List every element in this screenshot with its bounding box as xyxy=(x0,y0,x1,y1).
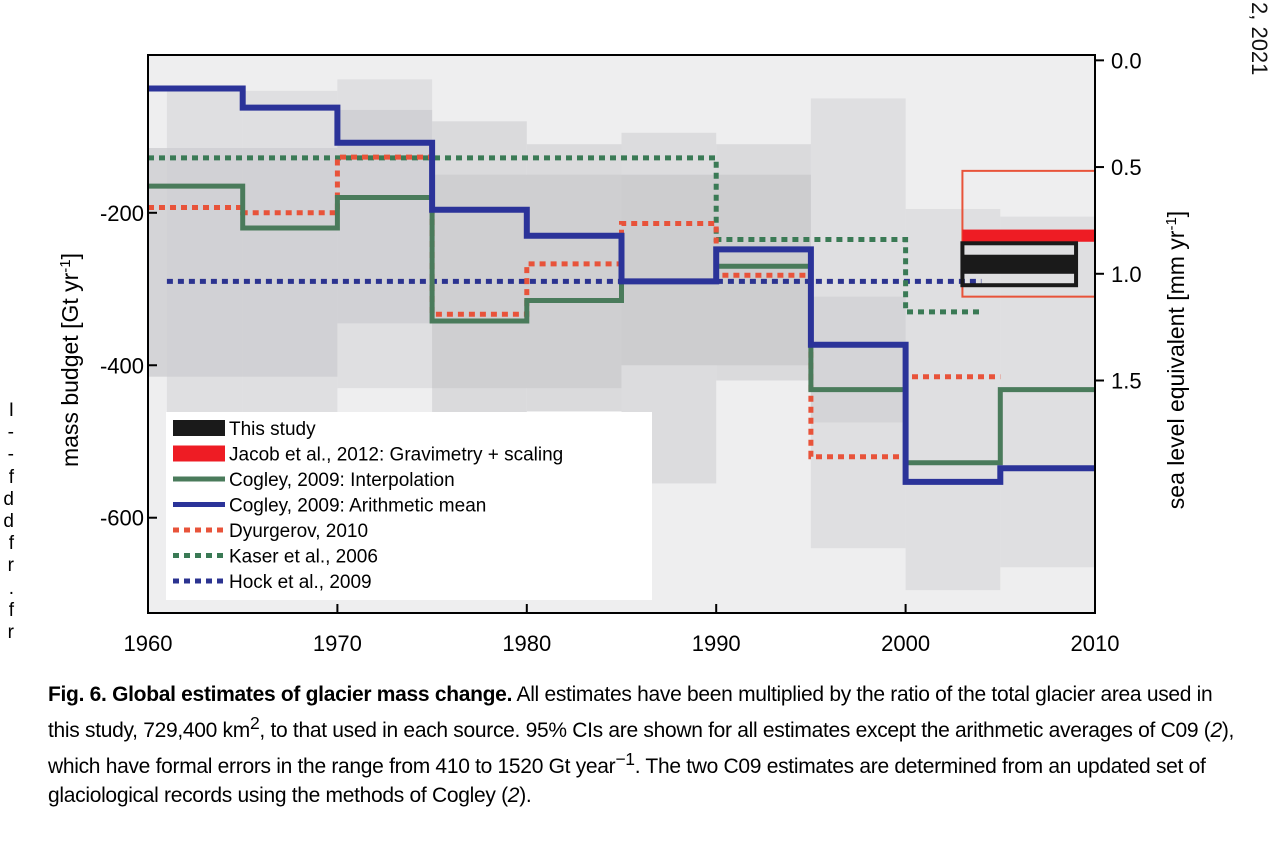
y2-tick-label: 1.5 xyxy=(1111,369,1142,394)
margin-mark: I xyxy=(8,400,14,421)
y2-axis-title: sea level equivalent [mm yr-1] xyxy=(1163,211,1190,509)
ci-band xyxy=(148,148,338,377)
y2-tick-label: 1.0 xyxy=(1111,262,1142,287)
legend-label: Cogley, 2009: Interpolation xyxy=(229,470,455,491)
series-line xyxy=(148,155,982,315)
caption-superscript: −1 xyxy=(615,749,635,769)
x-tick-label: 1970 xyxy=(313,631,362,656)
legend-swatch xyxy=(173,420,225,436)
legend-label: Jacob et al., 2012: Gravimetry + scaling xyxy=(229,445,563,466)
y2-tick-label: 0.5 xyxy=(1111,155,1142,180)
legend-label: Dyurgerov, 2010 xyxy=(229,521,368,542)
caption-reference: 2 xyxy=(507,784,520,807)
caption-text: ), which have formal errors in the range… xyxy=(48,719,1235,778)
caption-superscript: 2 xyxy=(249,713,260,733)
margin-mark: r xyxy=(7,555,14,577)
legend-swatch xyxy=(173,445,225,462)
caption-title: Fig. 6. Global estimates of glacier mass… xyxy=(48,683,513,706)
caption-text: . The two C09 estimates are determined f… xyxy=(48,755,1206,807)
legend-label: Hock et al., 2009 xyxy=(229,572,372,593)
caption-text: , to that used in each source. 95% CIs a… xyxy=(259,719,1211,742)
figure-caption: Fig. 6. Global estimates of glacier mass… xyxy=(48,680,1238,810)
x-tick-label: 1980 xyxy=(502,631,551,656)
y2-tick-label: 0.0 xyxy=(1111,48,1142,73)
series-line xyxy=(148,85,1095,485)
series-lines xyxy=(148,85,1095,485)
x-tick-label: 2000 xyxy=(881,631,930,656)
legend-label: Cogley, 2009: Arithmetic mean xyxy=(229,496,486,517)
y-axis-title: mass budget [Gt yr-1] xyxy=(57,253,84,467)
margin-mark: f xyxy=(8,533,14,555)
margin-mark: d xyxy=(3,488,14,510)
margin-mark: - xyxy=(7,422,14,444)
caption-text: All estimates have been multiplied by th… xyxy=(48,683,1213,742)
y-tick-label: -400 xyxy=(100,353,144,378)
margin-mark: f xyxy=(8,466,14,488)
glacier-mass-change-chart: This study Jacob et al., 2012: Gravimetry… xyxy=(57,48,1190,656)
legend: This study Jacob et al., 2012: Gravimetry… xyxy=(166,412,652,600)
x-tick-label: 1960 xyxy=(124,631,173,656)
margin-mark: . xyxy=(8,577,14,599)
y-tick-label: -600 xyxy=(100,506,144,531)
legend-label: Kaser et al., 2006 xyxy=(229,547,378,568)
x-tick-label: 2010 xyxy=(1071,631,1120,656)
margin-mark: r xyxy=(7,621,14,643)
series-line xyxy=(148,154,1001,460)
ci-band xyxy=(810,296,906,423)
legend-background xyxy=(166,412,652,600)
y-tick-label: -200 xyxy=(100,201,144,226)
axes: 1960 1970 1980 1990 2000 2010 -200 -400 -600 0.0 0… xyxy=(100,48,1142,656)
margin-mark: f xyxy=(8,599,14,621)
caption-reference: 2 xyxy=(1210,719,1222,742)
estimate-box xyxy=(962,254,1077,274)
x-tick-label: 1990 xyxy=(692,631,741,656)
margin-mark: - xyxy=(7,444,14,466)
margin-mark: d xyxy=(3,510,14,532)
plot-frame xyxy=(147,54,1096,614)
caption-text: ). xyxy=(519,784,532,807)
legend-label: This study xyxy=(229,419,316,440)
estimate-box xyxy=(962,229,1095,242)
